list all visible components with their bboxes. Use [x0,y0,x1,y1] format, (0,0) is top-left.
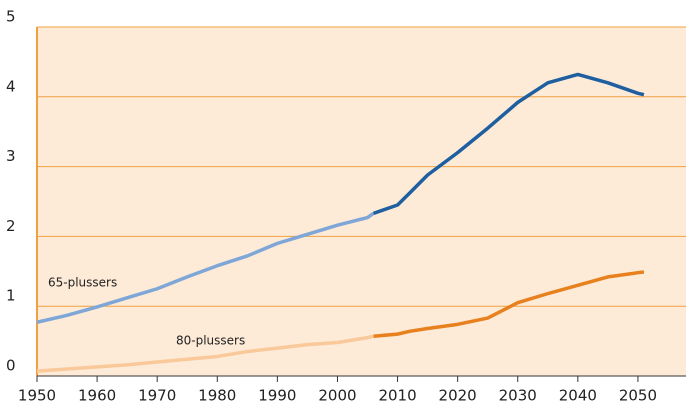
y-tick-label: 4 [6,77,16,95]
plot-background [37,27,686,376]
x-tick-label: 1950 [18,387,56,405]
x-tick-label: 2020 [439,387,477,405]
y-tick-label: 5 [6,8,16,26]
y-tick-label: 3 [6,147,16,165]
series-line [36,334,374,373]
y-tick-label: 2 [6,217,16,235]
x-tick-label: 2000 [318,387,356,405]
x-tick-label: 1960 [78,387,116,405]
series-line [372,72,645,216]
x-tick-label: 2040 [559,387,597,405]
series-line [36,211,375,324]
series-label: 65-plussers [48,276,117,290]
y-tick-label: 1 [6,287,16,305]
series-line [373,270,645,338]
x-tick-label: 2010 [378,387,416,405]
x-tick-label: 1970 [138,387,176,405]
x-tick-label: 2050 [619,387,657,405]
x-tick-label: 1980 [198,387,236,405]
x-tick-label: 2030 [499,387,537,405]
y-tick-label: 0 [6,357,16,375]
series-label: 80-plussers [176,334,245,348]
x-tick-label: 1990 [258,387,296,405]
